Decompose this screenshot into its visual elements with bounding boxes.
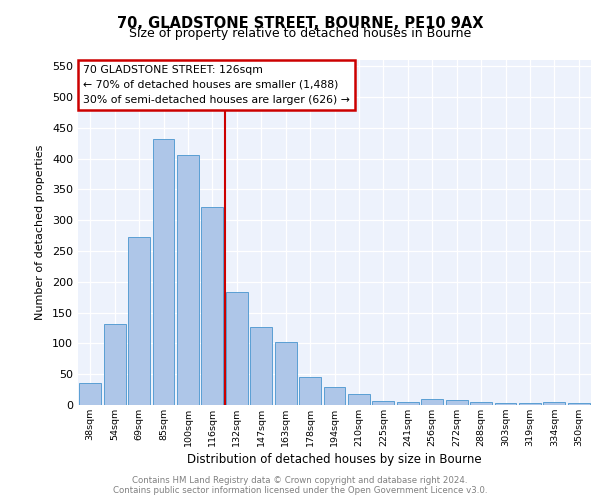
Bar bbox=[177, 156, 199, 405]
Y-axis label: Number of detached properties: Number of detached properties bbox=[35, 145, 45, 320]
Bar bbox=[226, 292, 248, 405]
Bar bbox=[323, 386, 346, 405]
Bar bbox=[519, 403, 541, 405]
Bar bbox=[250, 328, 272, 405]
Bar bbox=[470, 402, 492, 405]
X-axis label: Distribution of detached houses by size in Bourne: Distribution of detached houses by size … bbox=[187, 453, 482, 466]
Text: 70 GLADSTONE STREET: 126sqm
← 70% of detached houses are smaller (1,488)
30% of : 70 GLADSTONE STREET: 126sqm ← 70% of det… bbox=[83, 65, 350, 105]
Bar bbox=[202, 207, 223, 405]
Bar bbox=[348, 394, 370, 405]
Bar bbox=[568, 402, 590, 405]
Bar bbox=[275, 342, 296, 405]
Bar bbox=[494, 402, 517, 405]
Bar bbox=[79, 384, 101, 405]
Bar bbox=[421, 400, 443, 405]
Bar bbox=[373, 400, 394, 405]
Bar bbox=[104, 324, 125, 405]
Text: Size of property relative to detached houses in Bourne: Size of property relative to detached ho… bbox=[129, 28, 471, 40]
Bar bbox=[128, 237, 150, 405]
Bar bbox=[446, 400, 467, 405]
Text: Contains HM Land Registry data © Crown copyright and database right 2024.: Contains HM Land Registry data © Crown c… bbox=[132, 476, 468, 485]
Bar bbox=[299, 376, 321, 405]
Text: Contains public sector information licensed under the Open Government Licence v3: Contains public sector information licen… bbox=[113, 486, 487, 495]
Bar bbox=[544, 402, 565, 405]
Text: 70, GLADSTONE STREET, BOURNE, PE10 9AX: 70, GLADSTONE STREET, BOURNE, PE10 9AX bbox=[117, 16, 483, 31]
Bar bbox=[152, 139, 175, 405]
Bar bbox=[397, 402, 419, 405]
